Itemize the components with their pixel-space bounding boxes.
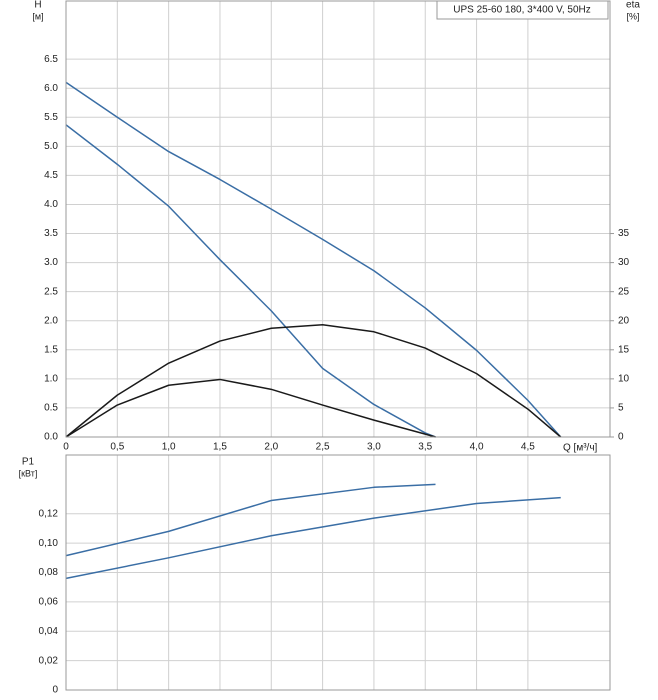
y-tick-label: 1.5 [44, 344, 58, 355]
curve [65, 483, 436, 557]
y-axis-label: P1 [22, 457, 35, 468]
y-tick-label: 6.0 [44, 83, 58, 94]
x-tick-label: 1,5 [213, 442, 227, 453]
x-axis-label: Q [м³/ч] [563, 443, 598, 454]
y2-tick-label: 30 [618, 257, 630, 268]
y-axis-label: H [34, 0, 41, 11]
x-tick-label: 3,5 [418, 442, 432, 453]
y-tick-label: 2.0 [44, 315, 58, 326]
y2-tick-label: 20 [618, 315, 630, 326]
y-tick-label: 1.0 [44, 374, 58, 385]
y-tick-label: 4.5 [44, 170, 58, 181]
x-tick-label: 4,0 [470, 442, 484, 453]
y2-axis-label: eta [626, 0, 640, 11]
y2-tick-label: 5 [618, 403, 624, 414]
y-tick-label: 0,06 [39, 597, 59, 608]
y-tick-label: 0.5 [44, 403, 58, 414]
x-tick-label: 2,5 [316, 442, 330, 453]
y-axis-unit: [м] [32, 11, 43, 21]
plot-frame-bottom [65, 454, 611, 691]
plot-area-top [66, 1, 610, 437]
x-tick-label: 3,0 [367, 442, 381, 453]
y-tick-label: 5.5 [44, 112, 58, 123]
curve [65, 81, 562, 438]
efficiency-curve [65, 324, 562, 438]
x-tick-label: 0 [63, 442, 69, 453]
y2-tick-label: 0 [618, 432, 624, 443]
curve [65, 496, 561, 580]
y2-axis-unit: [%] [626, 11, 639, 21]
y2-tick-label: 25 [618, 286, 630, 297]
x-tick-label: 0,5 [110, 442, 124, 453]
x-tick-label: 2,0 [264, 442, 278, 453]
y-tick-label: 0,12 [39, 508, 59, 519]
y2-tick-label: 15 [618, 344, 630, 355]
y-tick-label: 0,08 [39, 567, 59, 578]
y-tick-label: 5.0 [44, 141, 58, 152]
y-tick-label: 2.5 [44, 286, 58, 297]
chart-title: UPS 25-60 180, 3*400 V, 50Hz [453, 5, 591, 16]
plot-frame-top [65, 0, 611, 438]
y-tick-label: 0,10 [39, 538, 59, 549]
y-tick-label: 3.0 [44, 257, 58, 268]
y-tick-label: 0,02 [39, 655, 59, 666]
y-tick-label: 6.5 [44, 54, 58, 65]
x-tick-label: 4,5 [521, 442, 535, 453]
legend-box [436, 0, 609, 20]
curve [65, 124, 436, 438]
x-tick-label: 1,0 [162, 442, 176, 453]
y2-tick-label: 10 [618, 374, 630, 385]
y2-tick-label: 35 [618, 228, 630, 239]
y-axis-unit: [кВт] [19, 468, 38, 478]
y-tick-label: 4.0 [44, 199, 58, 210]
y-tick-label: 0.0 [44, 432, 58, 443]
y-tick-label: 0 [52, 685, 58, 696]
y-tick-label: 3.5 [44, 228, 58, 239]
efficiency-curve [65, 378, 436, 438]
y-tick-label: 0,04 [39, 626, 59, 637]
curves [65, 81, 562, 580]
